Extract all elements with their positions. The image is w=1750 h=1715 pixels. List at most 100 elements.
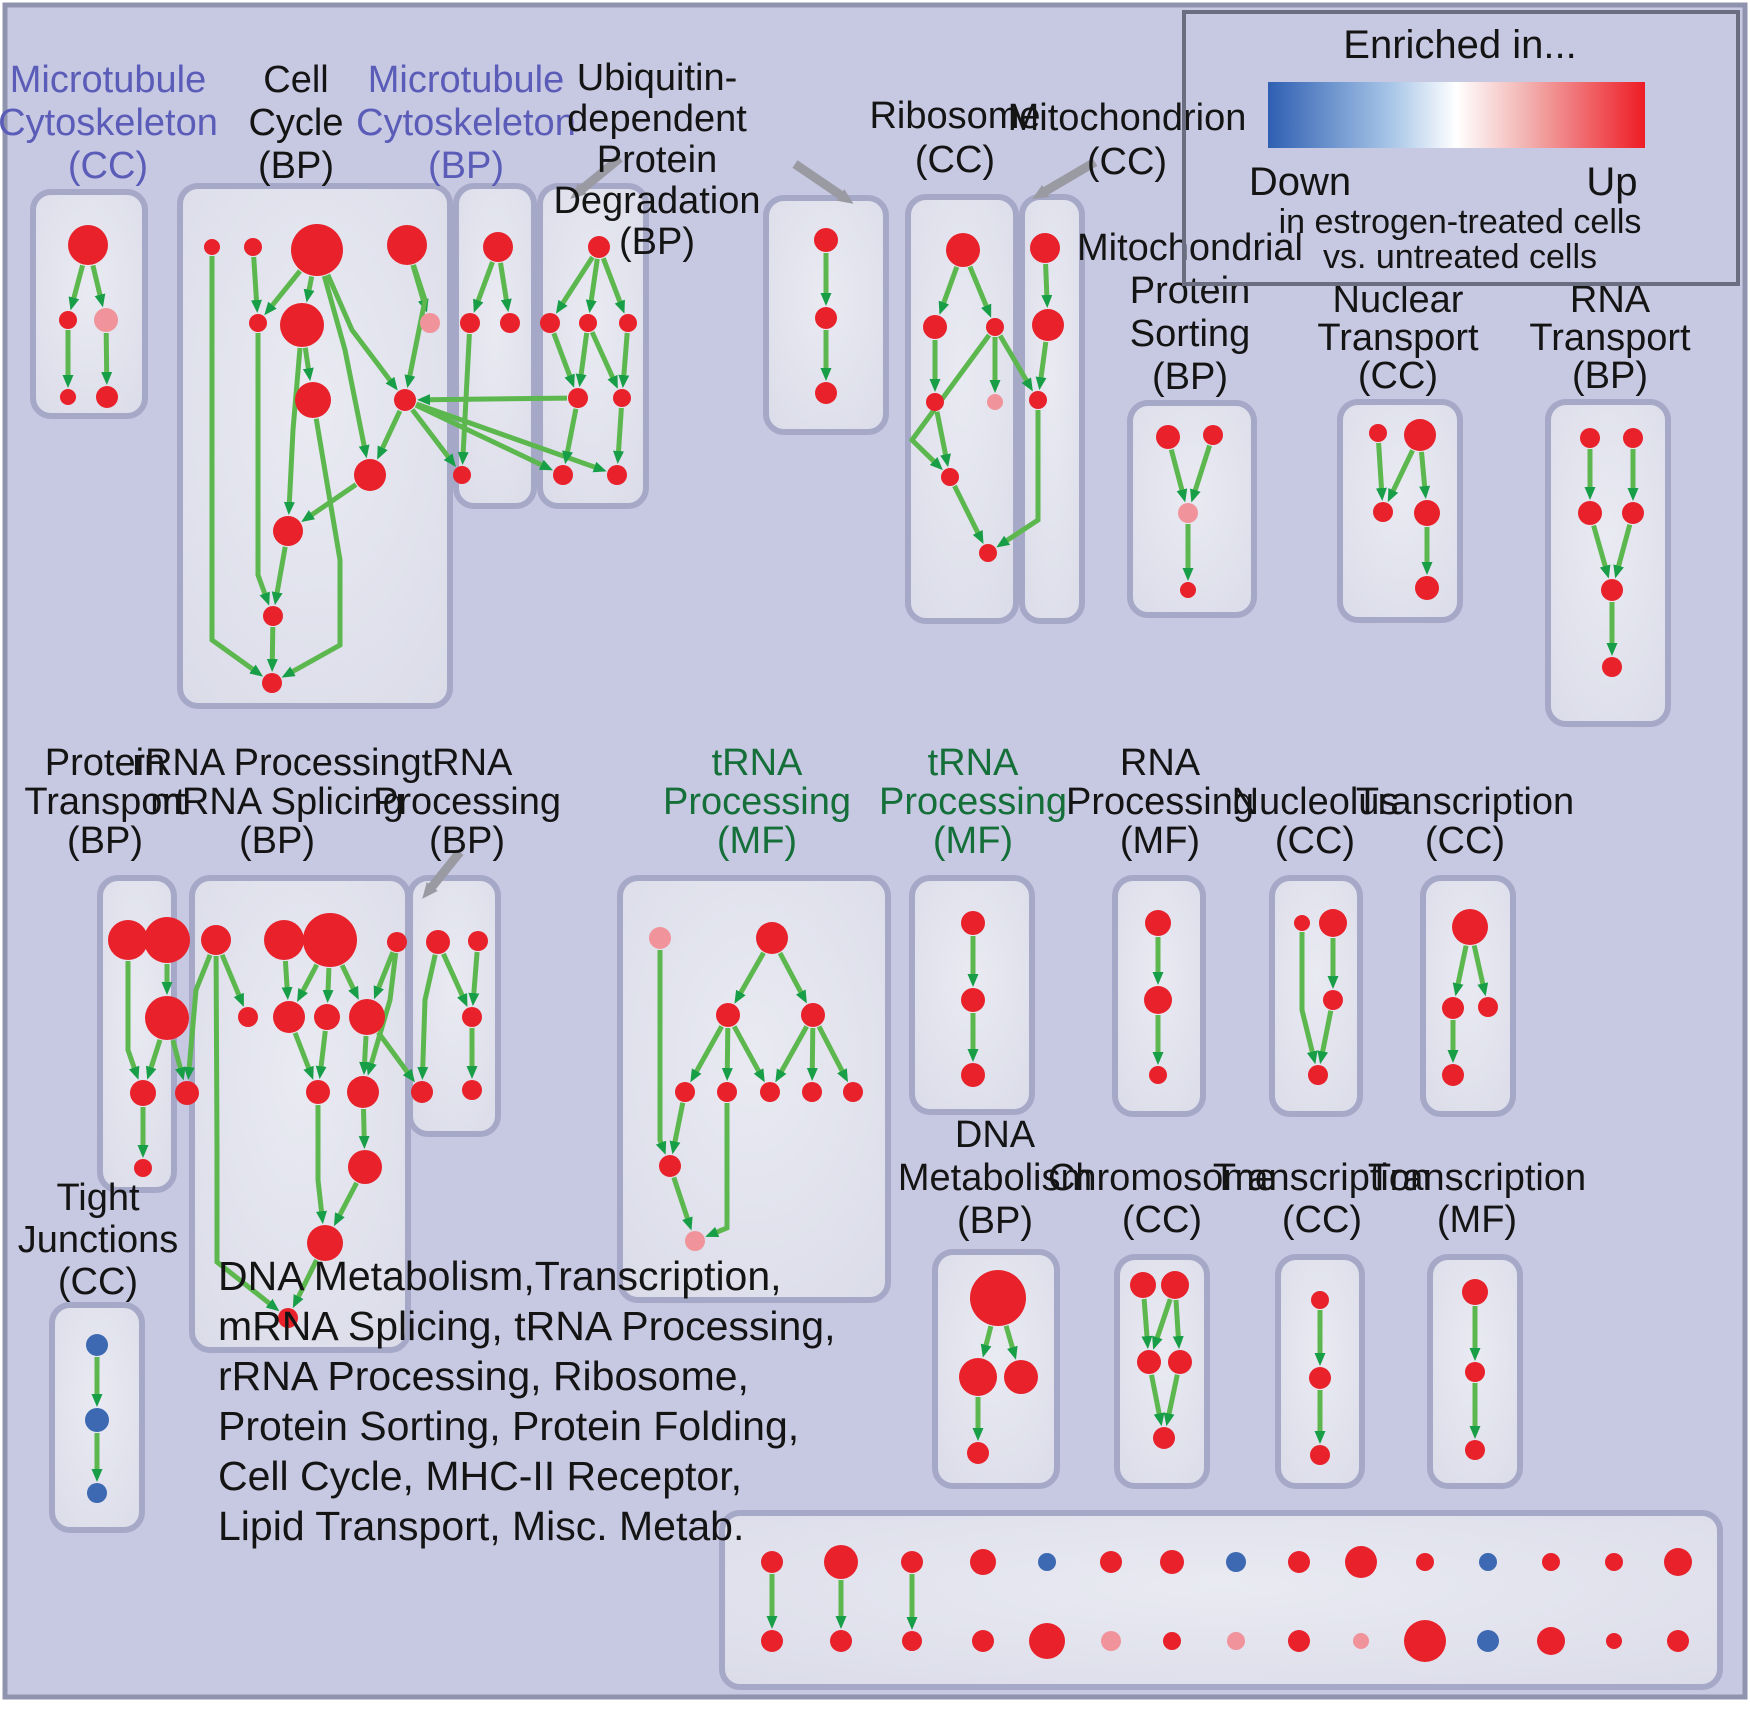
label-microtubule-cytoskeleton-bp-line-3: (BP) <box>428 145 504 187</box>
label-transcription-mf-line-2: (MF) <box>1437 1199 1517 1241</box>
go-term-node-p1 <box>108 920 148 960</box>
go-term-node-t2 <box>468 931 488 951</box>
edge-b3-b7 <box>732 1025 765 1083</box>
go-term-node-z7a <box>1160 1550 1184 1574</box>
label-dna-metabolism-line-1: DNA <box>955 1114 1036 1156</box>
annotation-arrow-4 <box>422 849 464 899</box>
edge-b4-b9 <box>816 1025 848 1083</box>
edge-t1-t3 <box>441 952 468 1008</box>
label-dna-metabolism-line-3: (BP) <box>957 1200 1033 1242</box>
edge-b3-b5 <box>690 1025 724 1083</box>
label-tight-junctions-line-1: Tight <box>56 1177 140 1219</box>
go-term-node-m4 <box>453 466 471 484</box>
edge-q8-q10 <box>359 1035 371 1075</box>
go-term-node-r5 <box>987 394 1003 410</box>
go-term-node-y1 <box>1580 428 1600 448</box>
go-term-node-z15a <box>1664 1548 1692 1576</box>
go-term-node-n8 <box>295 382 331 418</box>
edge-q1-q5 <box>219 953 244 1007</box>
legend-down-label: Down <box>1249 160 1351 204</box>
go-term-node-e3 <box>1323 990 1343 1010</box>
go-term-node-b10 <box>659 1155 681 1177</box>
go-term-node-b9 <box>843 1082 863 1102</box>
label-transcription-cc-upper-line-2: (CC) <box>1425 820 1505 862</box>
go-term-node-b4 <box>801 1003 825 1027</box>
edge-n2-n5 <box>250 256 262 313</box>
label-trna-processing-mf-1-line-2: Processing <box>663 781 851 823</box>
go-term-node-r7 <box>979 544 997 562</box>
edge-w3-r7 <box>996 410 1041 548</box>
edge-n3-n10 <box>321 275 370 459</box>
label-rna-processing-mf-line-1: RNA <box>1120 742 1201 784</box>
edge-k2-k4 <box>1172 1299 1184 1350</box>
legend-subtitle-line-1: in estrogen-treated cells <box>1279 203 1642 241</box>
note-block-line-4: Protein Sorting, Protein Folding, <box>218 1403 799 1449</box>
note-block-line-1: DNA Metabolism,Transcription, <box>218 1253 782 1299</box>
edge-r3-r6 <box>908 333 992 471</box>
go-term-node-d2 <box>1144 986 1172 1014</box>
go-term-node-b3 <box>716 1003 740 1027</box>
go-term-node-n10 <box>354 459 386 491</box>
go-term-node-b2 <box>756 922 788 954</box>
edge-b5-b10 <box>669 1102 686 1155</box>
note-block-line-2: mRNA Splicing, tRNA Processing, <box>218 1303 836 1349</box>
annotation-arrow-2 <box>792 160 854 204</box>
label-ubiquitin-degradation-line-5: (BP) <box>619 221 695 263</box>
edge-b1-b10 <box>655 950 667 1155</box>
go-term-node-f3 <box>1478 997 1498 1017</box>
go-term-node-k4 <box>1168 1350 1192 1374</box>
go-term-node-r2 <box>923 315 947 339</box>
go-term-node-t1 <box>426 930 450 954</box>
edge-t2-t3 <box>468 951 480 1007</box>
label-trna-processing-bp-line-1: tRNA <box>422 742 513 784</box>
go-term-node-k3 <box>1137 1350 1161 1374</box>
go-term-node-u6 <box>613 389 631 407</box>
go-term-node-n9 <box>394 389 416 411</box>
trna-mf-big-box <box>617 875 891 1303</box>
edge-n6-n11 <box>283 347 303 515</box>
label-mito-protein-sorting-line-2: Protein <box>1130 270 1250 312</box>
label-protein-transport-line-1: Protein <box>45 742 165 784</box>
edge-n3-n9 <box>325 273 398 391</box>
label-trna-processing-bp-line-3: (BP) <box>429 820 505 862</box>
go-term-node-n2 <box>244 238 262 256</box>
rna-transport-box <box>1545 399 1671 727</box>
dna-metabolism-box <box>932 1249 1060 1489</box>
go-term-node-t3 <box>462 1007 482 1027</box>
go-term-node-x3 <box>1373 502 1393 522</box>
go-term-node-z15b <box>1667 1630 1689 1652</box>
legend-title: Enriched in... <box>1343 23 1576 67</box>
label-transcription-cc-lower-line-2: (CC) <box>1282 1199 1362 1241</box>
edge-n8-n13 <box>281 418 343 678</box>
label-ribosome-line-1: Ribosome <box>869 95 1040 137</box>
go-term-node-f1 <box>1452 909 1488 945</box>
go-term-node-n7 <box>420 313 440 333</box>
nucleolus-box <box>1269 875 1363 1117</box>
label-nucleolus-line-2: (CC) <box>1275 820 1355 862</box>
go-term-node-z1b <box>761 1630 783 1652</box>
edge-b4-b8 <box>806 1027 818 1081</box>
edge-b3-b6 <box>721 1027 733 1081</box>
annotation-arrow-3 <box>1031 158 1098 200</box>
go-term-node-q11 <box>348 1150 382 1184</box>
label-microtubule-cytoskeleton-cc-line-2: Cytoskeleton <box>0 102 218 144</box>
go-term-node-x5 <box>1415 576 1439 600</box>
go-term-node-z8b <box>1227 1632 1245 1650</box>
go-term-node-z1a <box>761 1551 783 1573</box>
edge-w2-w3 <box>1035 341 1049 391</box>
go-term-node-x4 <box>1414 500 1440 526</box>
edge-r3-w3 <box>997 334 1033 392</box>
cell-cycle-box <box>177 183 453 709</box>
go-term-node-z10a <box>1345 1546 1377 1578</box>
go-term-node-p2 <box>144 917 190 963</box>
edge-r1-r2 <box>938 266 960 315</box>
go-term-node-z9a <box>1288 1551 1310 1573</box>
edge-q3-q6 <box>297 963 320 1003</box>
label-mito-protein-sorting-line-4: (BP) <box>1152 356 1228 398</box>
edge-n4-n9 <box>404 264 428 389</box>
go-term-node-a1 <box>68 225 108 265</box>
edge-n1-n13 <box>209 256 264 677</box>
microtubule-cc-box <box>30 189 148 419</box>
go-term-node-u4 <box>619 314 637 332</box>
